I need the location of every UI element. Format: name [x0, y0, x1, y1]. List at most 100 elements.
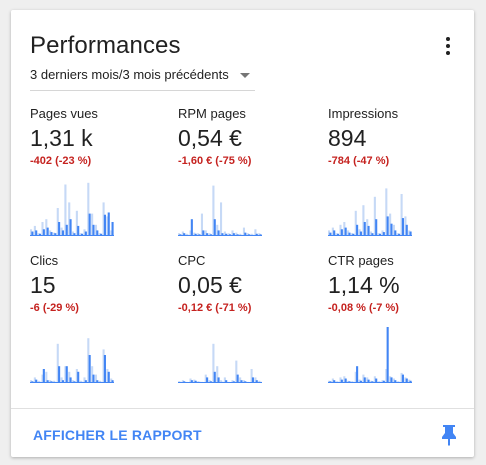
previous-period-bar [366, 377, 369, 383]
previous-period-bar [204, 374, 207, 383]
current-period-bar [367, 225, 370, 236]
previous-period-bar [362, 374, 365, 383]
current-period-bar [69, 377, 72, 383]
current-period-bar [225, 233, 228, 236]
current-period-bar [401, 218, 404, 236]
previous-period-bar [400, 372, 403, 383]
current-period-bar [367, 379, 370, 383]
previous-period-bar [56, 208, 59, 236]
current-period-bar [251, 377, 254, 383]
metric-label: Pages vues [30, 106, 98, 121]
period-select[interactable]: 3 derniers mois/3 mois précédents [30, 66, 255, 91]
previous-period-bar [392, 378, 396, 383]
period-select-value: 3 derniers mois/3 mois précédents [30, 67, 229, 82]
current-period-bar [111, 222, 114, 236]
metric-tile[interactable]: Impressions 894 -784 (-47 %) [328, 106, 468, 236]
metric-tile[interactable]: RPM pages 0,54 € -1,60 € (-75 %) [178, 106, 318, 236]
previous-period-bar [331, 227, 334, 236]
previous-period-bar [404, 377, 407, 383]
previous-period-bar [49, 230, 52, 236]
current-period-bar [42, 229, 45, 236]
current-period-bar [88, 355, 91, 383]
previous-period-bar [235, 360, 238, 383]
metric-sparkline [30, 182, 114, 236]
current-period-bar [84, 231, 87, 236]
previous-period-bar [193, 232, 196, 236]
previous-period-bar [362, 205, 365, 236]
previous-period-bar [254, 377, 257, 383]
metric-tile[interactable]: Clics 15 -6 (-29 %) [30, 253, 170, 383]
metric-tile[interactable]: CTR pages 1,14 % -0,08 % (-7 %) [328, 253, 468, 383]
current-period-bar [92, 224, 95, 236]
more-options-button[interactable] [436, 34, 460, 58]
previous-period-bar [204, 230, 207, 236]
previous-period-bar [79, 380, 82, 383]
previous-period-bar [193, 379, 196, 383]
previous-period-bar [400, 194, 403, 236]
previous-period-bar [381, 380, 384, 383]
current-period-bar [65, 224, 68, 236]
metric-delta: -402 (-23 %) [30, 155, 92, 167]
previous-period-bar [385, 188, 388, 236]
current-period-bar [225, 380, 228, 383]
current-period-bar [50, 232, 53, 236]
previous-period-bar [343, 222, 346, 236]
previous-period-bar [377, 233, 380, 236]
previous-period-bar [258, 380, 261, 383]
previous-period-bar [231, 380, 234, 383]
metric-value: 894 [328, 125, 367, 151]
current-period-bar [42, 369, 45, 383]
previous-period-bar [347, 230, 350, 236]
current-period-bar [255, 380, 258, 383]
previous-period-bar [102, 349, 105, 383]
previous-period-bar [45, 371, 48, 383]
previous-period-bar [208, 380, 211, 383]
current-period-bar [206, 377, 209, 383]
metric-tile[interactable]: CPC 0,05 € -0,12 € (-71 %) [178, 253, 318, 383]
current-period-bar [46, 227, 49, 236]
previous-period-bar [239, 377, 242, 383]
previous-period-bar [41, 222, 44, 236]
previous-period-bar [49, 380, 52, 383]
current-period-bar [194, 233, 197, 236]
current-period-bar [359, 231, 362, 236]
current-period-bar [84, 380, 87, 383]
previous-period-bar [373, 376, 376, 383]
metric-value: 0,05 € [178, 272, 242, 298]
previous-period-bar [246, 233, 249, 236]
current-period-bar [344, 378, 347, 383]
previous-period-bar [392, 224, 396, 236]
previous-period-bar [45, 219, 48, 236]
current-period-bar [58, 366, 61, 383]
metric-delta: -784 (-47 %) [328, 155, 390, 167]
previous-period-bar [200, 213, 204, 236]
previous-period-bar [91, 213, 94, 236]
current-period-bar [213, 371, 216, 383]
previous-period-bar [339, 377, 342, 383]
previous-period-bar [110, 230, 113, 236]
previous-period-bar [385, 369, 388, 383]
previous-period-bar [94, 224, 98, 236]
metric-tile[interactable]: Pages vues 1,31 k -402 (-23 %) [30, 106, 170, 236]
previous-period-bar [64, 366, 67, 383]
previous-period-bar [56, 343, 59, 383]
current-period-bar [236, 374, 239, 383]
previous-period-bar [408, 230, 411, 236]
current-period-bar [329, 232, 332, 236]
metric-label: Impressions [328, 106, 399, 121]
previous-period-bar [250, 369, 253, 383]
previous-period-bar [212, 343, 215, 383]
divider [11, 408, 474, 409]
view-report-button[interactable]: AFFICHER LE RAPPORT [33, 427, 202, 443]
pin-button[interactable] [439, 424, 459, 446]
current-period-bar [194, 380, 197, 383]
metric-sparkline [178, 343, 262, 383]
previous-period-bar [227, 233, 230, 236]
previous-period-bar [223, 231, 226, 236]
current-period-bar [244, 232, 247, 236]
previous-period-bar [350, 233, 354, 236]
previous-period-bar [389, 213, 392, 236]
current-period-bar [401, 374, 404, 383]
current-period-bar [69, 219, 72, 236]
current-period-bar [382, 380, 385, 383]
